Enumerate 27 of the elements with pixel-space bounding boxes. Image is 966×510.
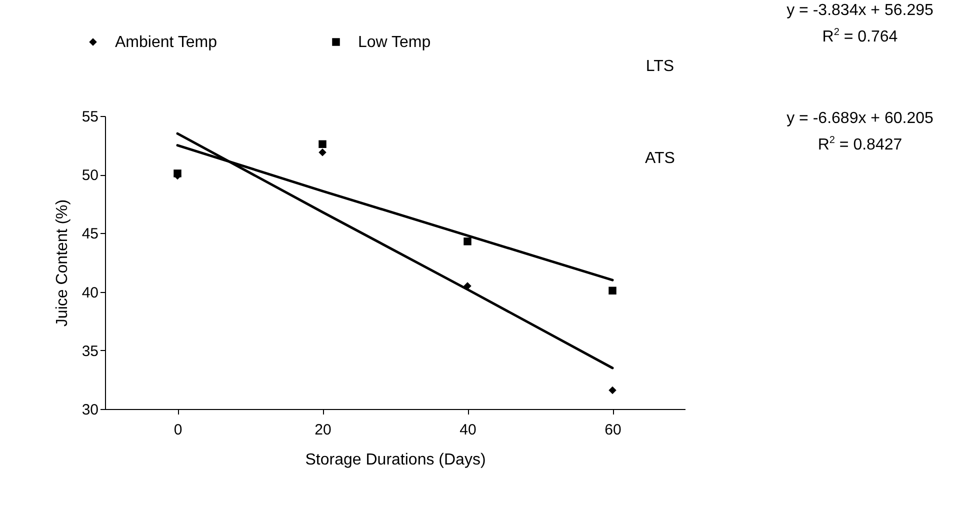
y-axis-title: Juice Content (%) [54,199,71,327]
y-tick-label: 35 [82,342,98,360]
x-tick-label: 40 [460,422,476,438]
text: R$^{2}$ = 0.764 [822,27,898,46]
legend-label: Ambient Temp [115,34,218,51]
point [608,386,616,394]
x-tick-label: 0 [174,422,182,438]
x-tick-label: 20 [314,422,332,438]
text: y = -3.834x + 56.295 [786,2,934,20]
legend-label: Low Temp [358,34,431,51]
line-series [176,132,614,370]
y-tick-label: 40 [82,284,98,302]
y-tick-label: 45 [82,226,98,243]
point [318,148,326,156]
y-tick-label: 55 [82,108,98,126]
x-axis-title: Storage Durations (Days) [305,452,486,468]
point [318,140,326,148]
annotation: ATS [645,150,675,168]
text: LTS [646,58,674,76]
point [464,282,472,290]
x-tick-label: 60 [604,422,622,438]
point [608,286,616,294]
text: y = -6.689x + 60.205 [786,110,934,128]
point [464,238,472,246]
text: R$^{2}$ = 0.8427 [818,135,902,154]
y-tick-label: 30 [82,402,98,418]
y-tick-label: 50 [82,167,98,184]
